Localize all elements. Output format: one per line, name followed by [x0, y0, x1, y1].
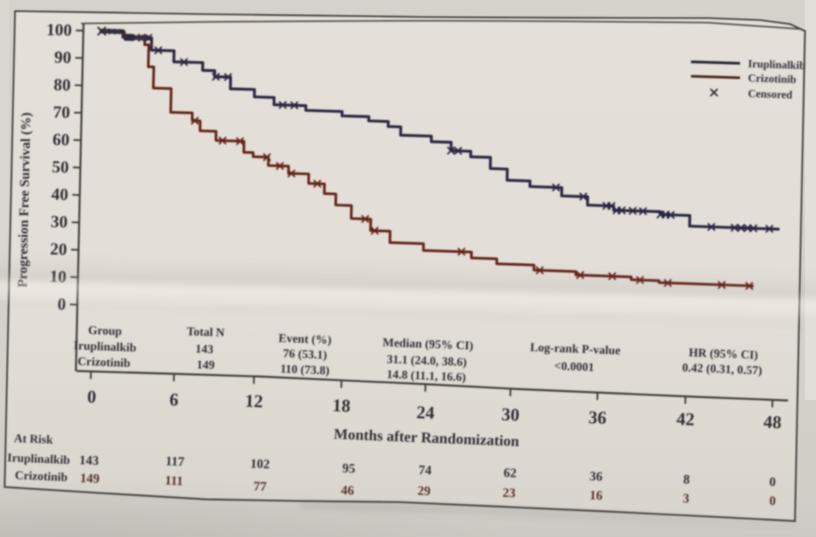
svg-text:14.8 (11.1, 16.6): 14.8 (11.1, 16.6) [386, 367, 466, 384]
svg-text:50: 50 [52, 157, 70, 177]
svg-text:143: 143 [195, 342, 214, 357]
svg-text:90: 90 [54, 48, 72, 67]
svg-text:Censored: Censored [748, 88, 793, 101]
svg-text:Group: Group [88, 323, 123, 338]
svg-text:40: 40 [51, 185, 69, 205]
svg-text:80: 80 [53, 75, 71, 95]
svg-text:<0.0001: <0.0001 [554, 359, 594, 375]
svg-text:Median (95% CI): Median (95% CI) [382, 335, 473, 352]
svg-text:Iruplinalkib: Iruplinalkib [73, 338, 137, 354]
svg-text:0.42 (0.31, 0.57): 0.42 (0.31, 0.57) [682, 360, 762, 377]
svg-text:6: 6 [169, 389, 179, 409]
svg-text:0: 0 [87, 387, 97, 407]
svg-text:Log-rank P-value: Log-rank P-value [530, 340, 621, 357]
svg-text:76 (53.1): 76 (53.1) [283, 346, 328, 362]
svg-text:60: 60 [52, 130, 70, 150]
svg-text:110 (73.8): 110 (73.8) [280, 362, 330, 378]
svg-text:31.1 (24.0, 38.6): 31.1 (24.0, 38.6) [387, 352, 467, 369]
svg-text:Total N: Total N [186, 324, 225, 339]
svg-text:12: 12 [245, 391, 264, 412]
svg-text:18: 18 [332, 395, 351, 416]
svg-text:Iruplinalkib: Iruplinalkib [748, 58, 806, 72]
svg-text:24: 24 [416, 402, 435, 423]
svg-text:149: 149 [196, 357, 215, 372]
svg-text:70: 70 [53, 102, 71, 122]
svg-text:Progression Free Survival (%): Progression Free Survival (%) [15, 112, 34, 287]
svg-text:Crizotinib: Crizotinib [77, 354, 130, 370]
svg-text:30: 30 [501, 404, 520, 425]
svg-text:30: 30 [50, 212, 68, 232]
svg-text:Event (%): Event (%) [278, 331, 331, 347]
svg-text:100: 100 [46, 20, 72, 40]
svg-text:Crizotinib: Crizotinib [748, 73, 797, 87]
svg-text:HR (95% CI): HR (95% CI) [688, 345, 758, 362]
